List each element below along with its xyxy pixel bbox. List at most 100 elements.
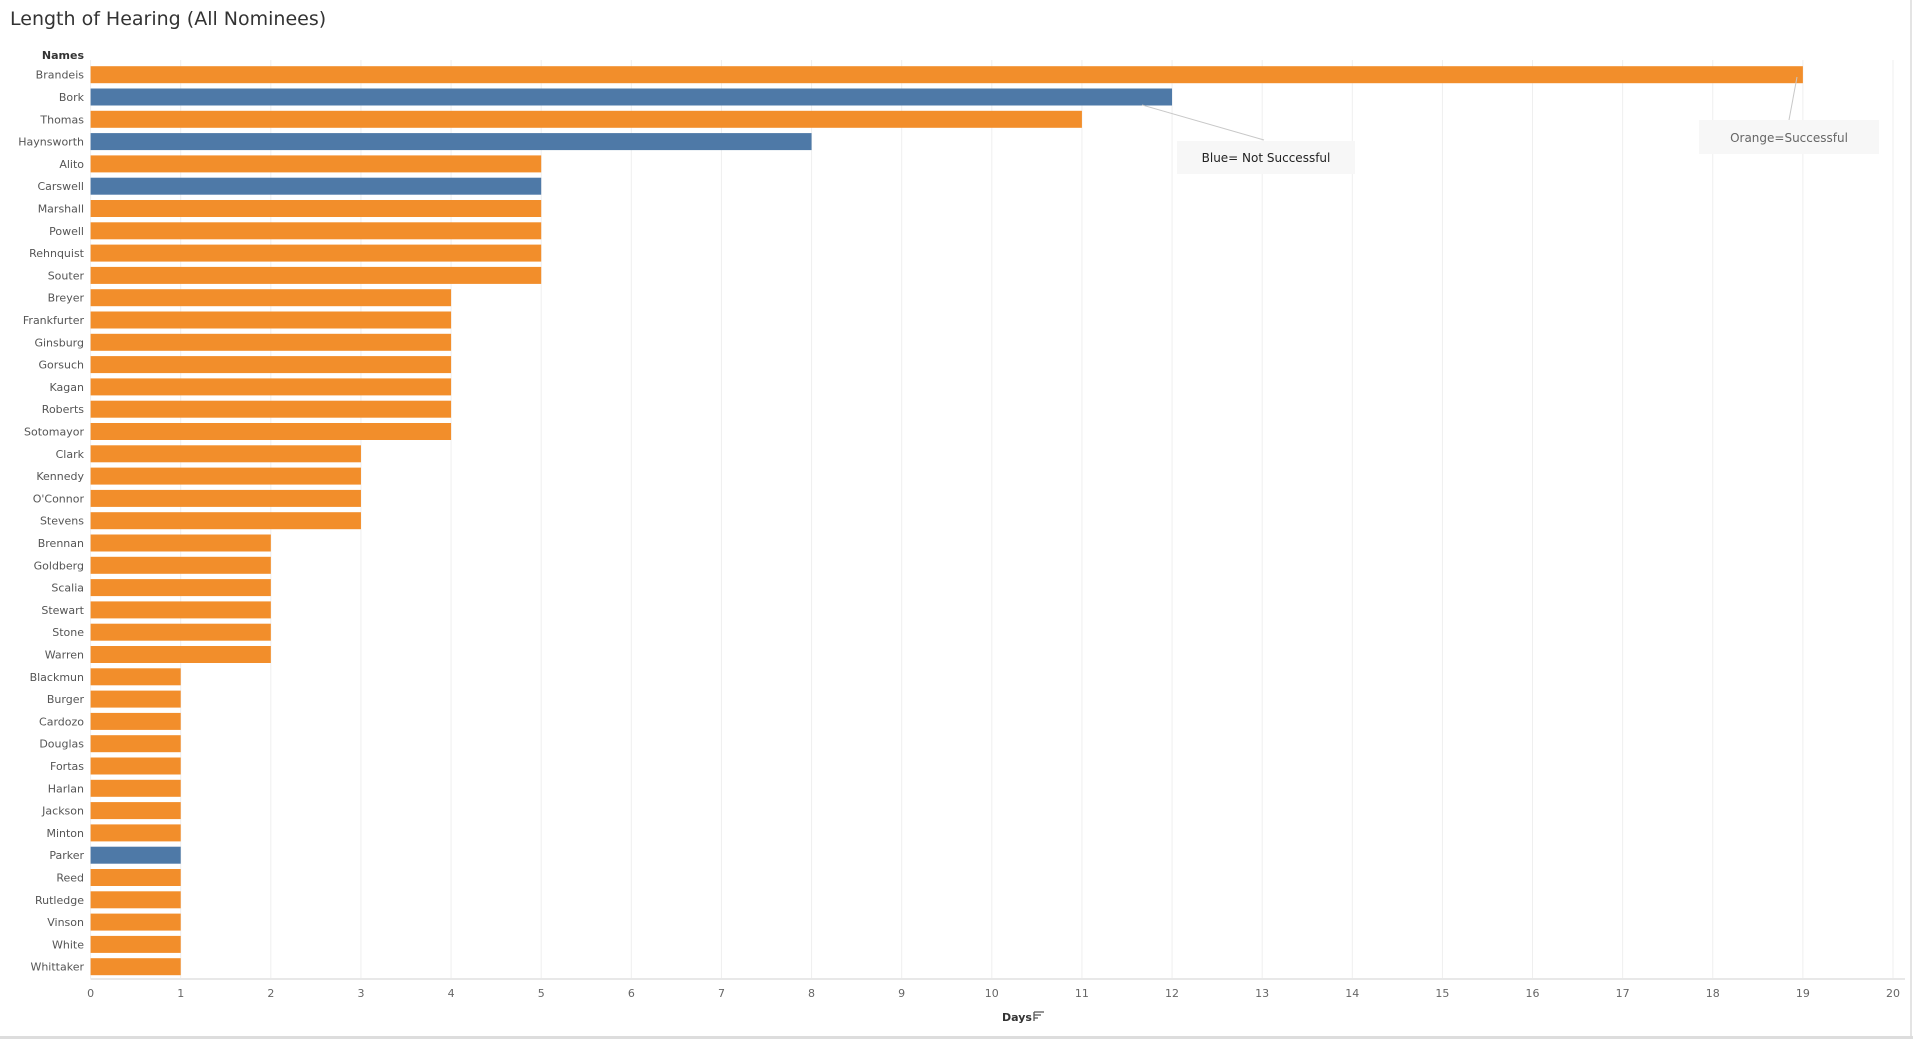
- x-tick-label: 20: [1886, 987, 1900, 1000]
- bar-whittaker: [90, 958, 181, 976]
- y-tick-label: Rutledge: [35, 894, 84, 907]
- bar-powell: [90, 222, 542, 240]
- bar-gorsuch: [90, 356, 452, 374]
- y-tick-label: Stone: [52, 626, 84, 639]
- y-tick-label: Whittaker: [30, 961, 84, 974]
- x-tick-label: 1: [177, 987, 184, 1000]
- y-tick-label: Sotomayor: [24, 426, 84, 439]
- bar-fortas: [90, 757, 181, 775]
- annotation-successful: Orange=Successful: [1730, 131, 1848, 145]
- bar-vinson: [90, 913, 181, 931]
- y-tick-label: Brandeis: [36, 69, 85, 82]
- bar-douglas: [90, 735, 181, 753]
- annotation-leader-line: [1788, 76, 1798, 121]
- y-tick-label: Ginsburg: [34, 336, 84, 349]
- y-tick-label: Vinson: [47, 916, 84, 929]
- annotation-not-successful: Blue= Not Successful: [1202, 151, 1331, 165]
- bar-blackmun: [90, 668, 181, 686]
- y-tick-label: Warren: [45, 649, 84, 662]
- bar-marshall: [90, 200, 542, 217]
- y-tick-label: Souter: [48, 269, 85, 282]
- x-tick-label: 11: [1075, 987, 1089, 1000]
- bar-burger: [90, 690, 181, 708]
- bar-kagan: [90, 378, 452, 396]
- y-tick-label: Carswell: [37, 180, 84, 193]
- x-tick-label: 14: [1345, 987, 1359, 1000]
- bar-sotomayor: [90, 423, 452, 440]
- y-tick-label: Gorsuch: [39, 359, 85, 372]
- annotation-leader-line: [1141, 104, 1265, 141]
- y-tick-label: Kagan: [50, 381, 84, 394]
- y-tick-label: Douglas: [39, 738, 84, 751]
- x-tick-label: 19: [1796, 987, 1810, 1000]
- y-tick-label: Jackson: [41, 805, 84, 818]
- bar-clark: [90, 445, 361, 463]
- y-tick-label: Scalia: [51, 582, 84, 595]
- bar-brandeis: [90, 66, 1803, 84]
- bar-roberts: [90, 400, 452, 418]
- annotation-box: [1699, 120, 1879, 154]
- x-tick-label: 16: [1526, 987, 1540, 1000]
- bar-stevens: [90, 512, 361, 530]
- y-tick-label: Thomas: [39, 113, 84, 126]
- bar-cardozo: [90, 712, 181, 730]
- bar-scalia: [90, 579, 271, 597]
- y-tick-label: O'Connor: [33, 492, 85, 505]
- bar-parker: [90, 846, 181, 864]
- y-tick-label: Fortas: [50, 760, 84, 773]
- bar-kennedy: [90, 467, 361, 485]
- bar-warren: [90, 646, 271, 663]
- bar-stewart: [90, 601, 271, 619]
- bar-haynsworth: [90, 133, 812, 151]
- bar-goldberg: [90, 556, 271, 574]
- y-tick-label: Powell: [49, 225, 84, 238]
- y-tick-label: Stewart: [41, 604, 84, 617]
- bar-minton: [90, 824, 181, 842]
- y-tick-label: Cardozo: [39, 715, 84, 728]
- y-tick-label: Bork: [59, 91, 85, 104]
- x-tick-label: 4: [448, 987, 455, 1000]
- y-tick-label: Frankfurter: [23, 314, 85, 327]
- bar-frankfurter: [90, 311, 452, 329]
- bar-alito: [90, 155, 542, 173]
- y-tick-label: Reed: [56, 872, 84, 885]
- bar-rutledge: [90, 891, 181, 909]
- y-tick-label: Parker: [49, 849, 84, 862]
- x-tick-label: 0: [87, 987, 94, 1000]
- y-tick-label: Goldberg: [34, 559, 84, 572]
- bar-white: [90, 935, 181, 953]
- y-tick-label: Rehnquist: [29, 247, 85, 260]
- x-tick-label: 7: [718, 987, 725, 1000]
- bar-jackson: [90, 802, 181, 820]
- bar-carswell: [90, 177, 542, 195]
- x-tick-label: 13: [1255, 987, 1269, 1000]
- bar-rehnquist: [90, 244, 542, 262]
- bar-souter: [90, 266, 542, 284]
- y-tick-label: Minton: [46, 827, 84, 840]
- bar-bork: [90, 88, 1173, 106]
- y-tick-label: Blackmun: [30, 671, 84, 684]
- y-tick-label: Kennedy: [36, 470, 84, 483]
- x-tick-label: 9: [898, 987, 905, 1000]
- bar-harlan: [90, 779, 181, 797]
- frame-border-right: [1910, 0, 1912, 1039]
- bar-brennan: [90, 534, 271, 552]
- bar-stone: [90, 623, 271, 641]
- y-tick-label: Clark: [56, 448, 85, 461]
- bar-ginsburg: [90, 333, 452, 351]
- x-tick-label: 18: [1706, 987, 1720, 1000]
- x-tick-label: 5: [538, 987, 545, 1000]
- x-tick-label: 17: [1616, 987, 1630, 1000]
- y-tick-label: Marshall: [38, 203, 84, 216]
- sort-icon: [1033, 1011, 1044, 1021]
- y-tick-label: Brennan: [38, 537, 84, 550]
- x-tick-label: 6: [628, 987, 635, 1000]
- bar-breyer: [90, 289, 452, 307]
- y-axis-title: Names: [42, 49, 85, 62]
- x-tick-label: 15: [1435, 987, 1449, 1000]
- y-tick-label: Burger: [47, 693, 85, 706]
- y-tick-label: Harlan: [48, 782, 84, 795]
- x-tick-label: 3: [357, 987, 364, 1000]
- y-tick-label: Breyer: [48, 292, 85, 305]
